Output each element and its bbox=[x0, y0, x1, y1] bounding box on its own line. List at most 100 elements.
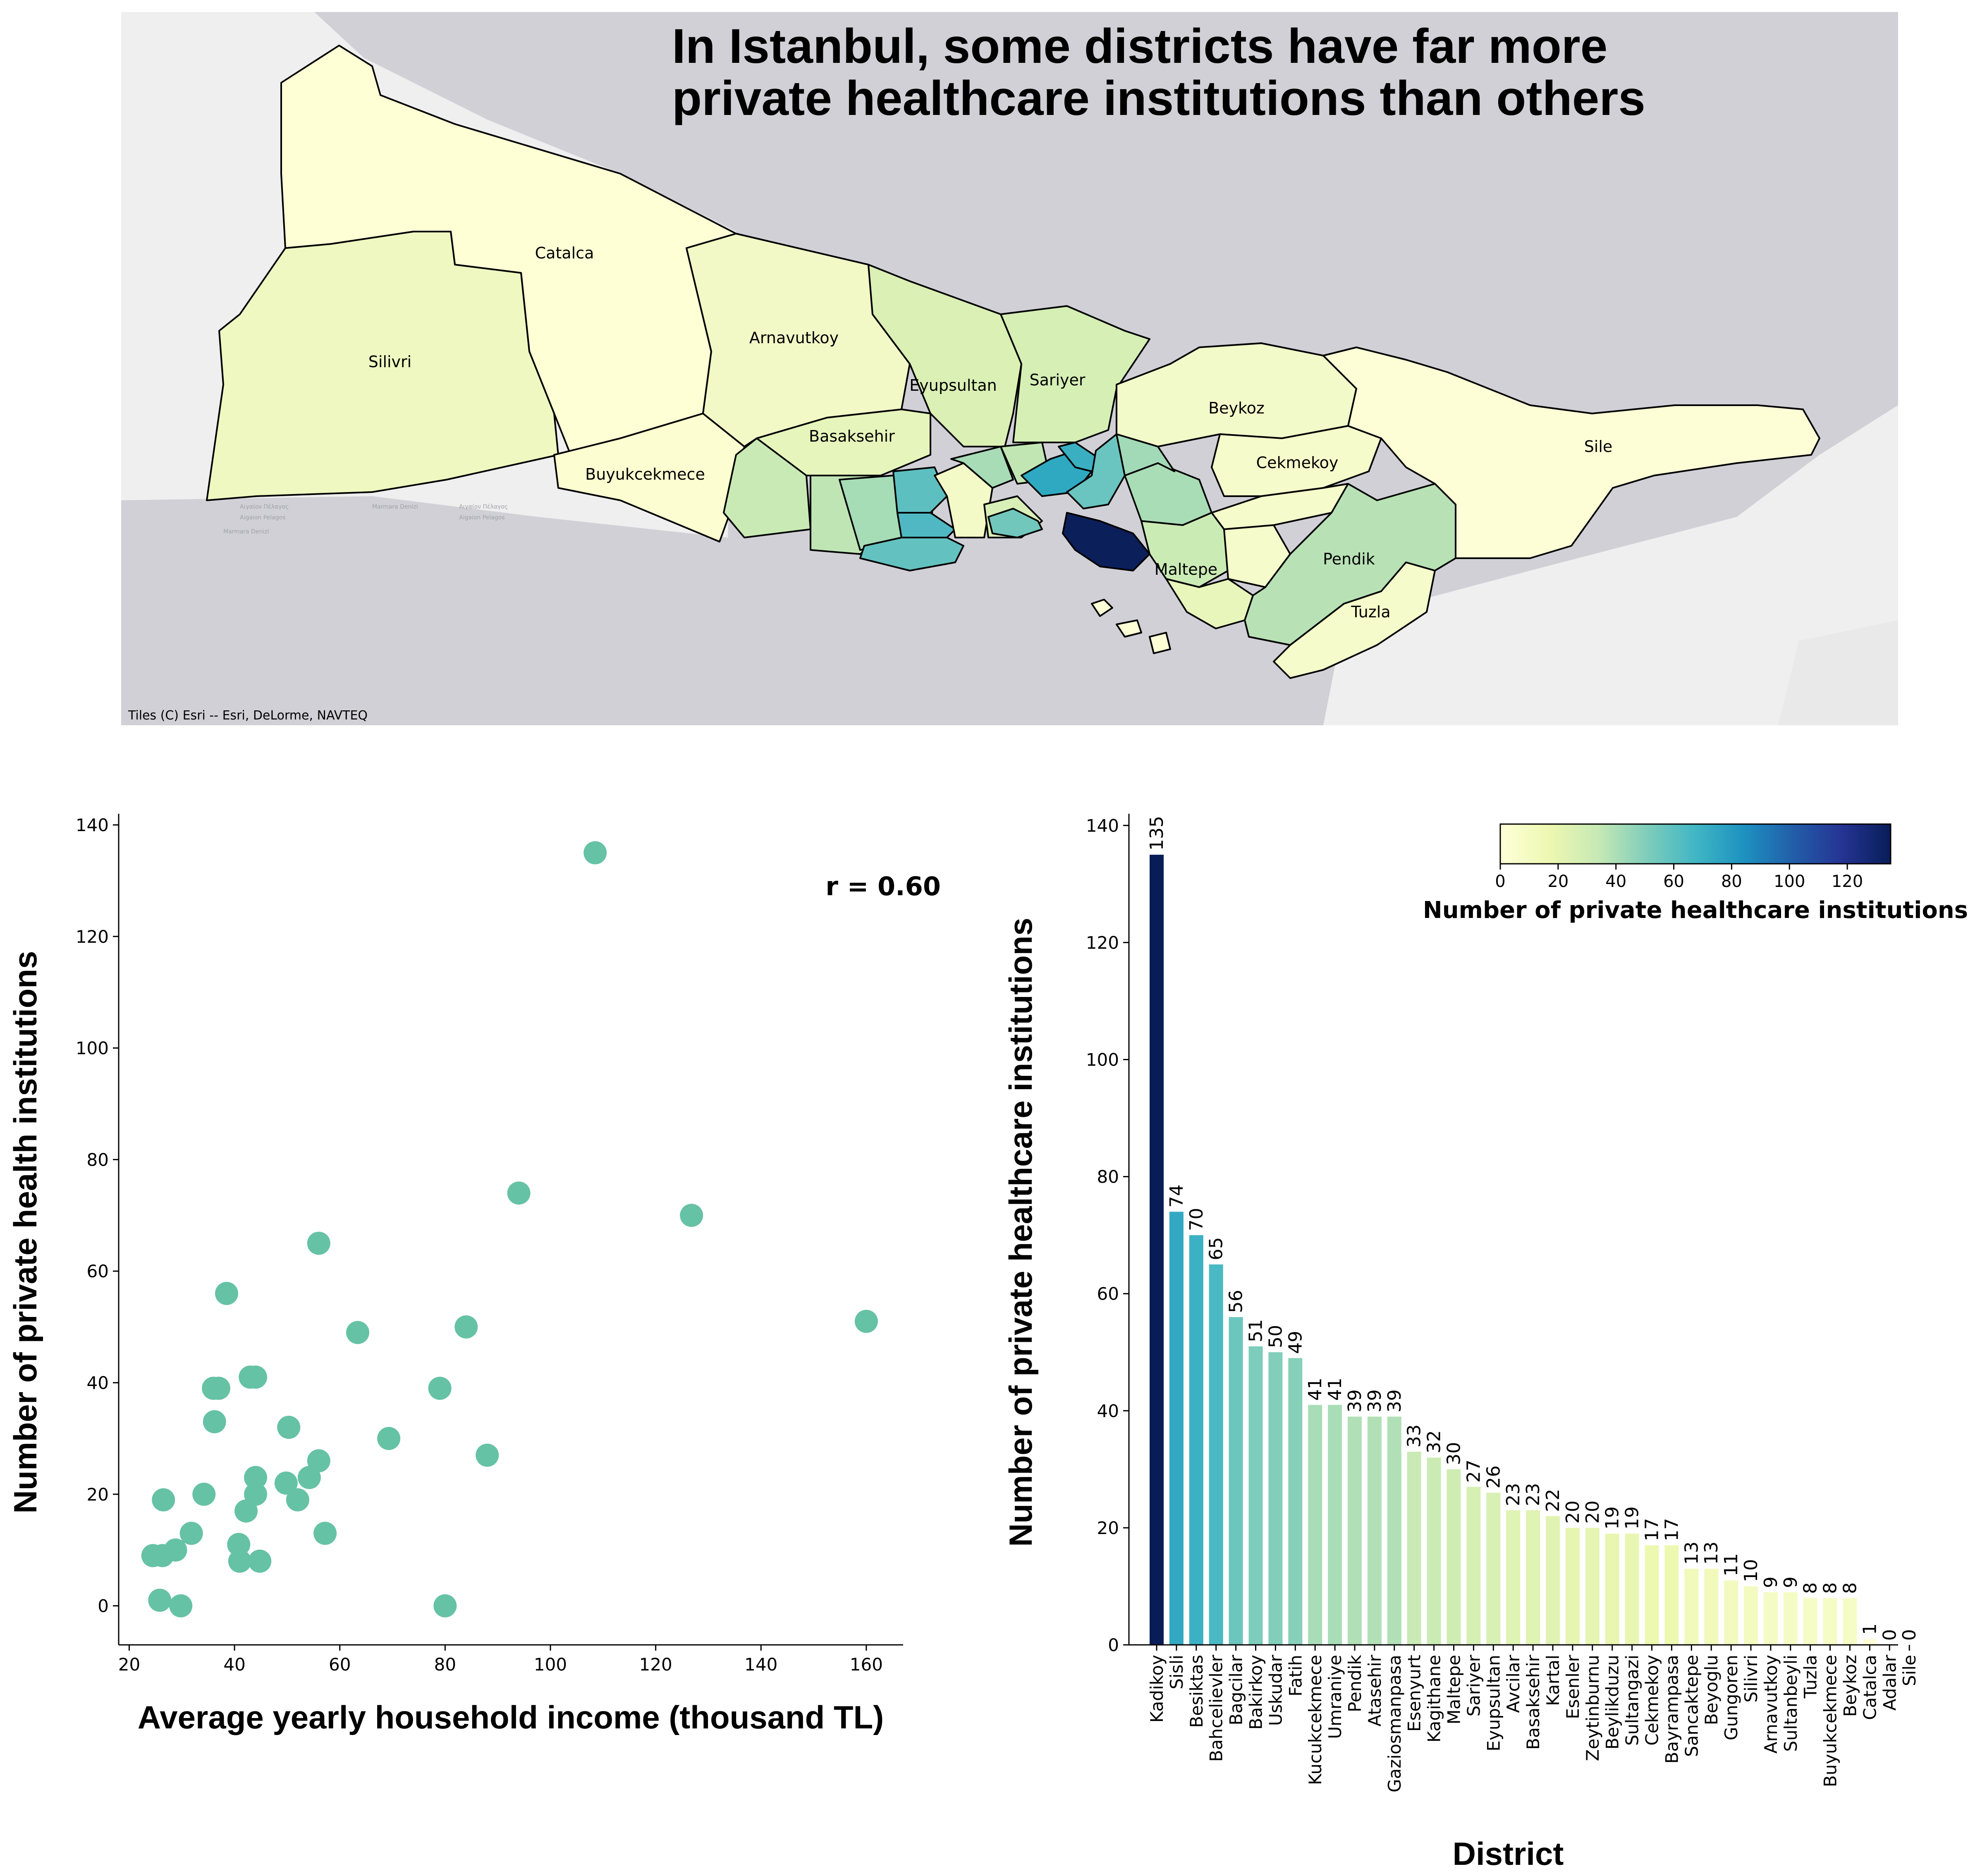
bar-value-label: 1 bbox=[1859, 1623, 1880, 1635]
district-label: Sariyer bbox=[1029, 371, 1085, 389]
scatter-point bbox=[476, 1443, 499, 1467]
bar-value-label: 27 bbox=[1463, 1460, 1484, 1483]
bar bbox=[1664, 1545, 1679, 1645]
district-kadikoy bbox=[1062, 512, 1150, 571]
bar bbox=[1209, 1264, 1223, 1645]
colorbar-tick-label: 120 bbox=[1832, 872, 1863, 891]
bar-category-label: Sultanbeyli bbox=[1781, 1655, 1801, 1752]
bar-category-label: Fatih bbox=[1285, 1655, 1306, 1697]
district-tuzla bbox=[1273, 562, 1436, 679]
bar-value-label: 8 bbox=[1820, 1582, 1841, 1594]
scatter-x-tick-label: 80 bbox=[434, 1654, 456, 1675]
bar-category-label: Kagithane bbox=[1424, 1655, 1444, 1742]
district-label: Sile bbox=[1584, 437, 1613, 456]
bar-value-label: 23 bbox=[1523, 1483, 1544, 1506]
scatter-point bbox=[215, 1282, 238, 1305]
bar bbox=[1169, 1212, 1184, 1645]
bar bbox=[1704, 1568, 1719, 1645]
bar bbox=[1466, 1486, 1481, 1645]
bar bbox=[1268, 1352, 1283, 1645]
sea-label: Aigaion Pelagos bbox=[240, 514, 285, 521]
bars bbox=[1150, 855, 1877, 1645]
bar-y-label: Number of private healthcare institution… bbox=[1002, 918, 1039, 1546]
bar-y-tick-label: 100 bbox=[1086, 1050, 1119, 1070]
bar-value-label: 51 bbox=[1246, 1319, 1267, 1342]
sea-label: Αιγαίον Πέλαγος bbox=[240, 504, 289, 510]
district-label: Basaksehir bbox=[809, 427, 895, 445]
bar bbox=[1763, 1592, 1778, 1645]
colorbar-label: Number of private healthcare institution… bbox=[1423, 897, 1968, 924]
bar-value-label: 17 bbox=[1642, 1518, 1663, 1541]
sea-label: Marmara Denizi bbox=[372, 504, 418, 510]
scatter-point bbox=[234, 1499, 258, 1523]
bar-category-label: Arnavutkoy bbox=[1761, 1655, 1781, 1754]
bar-category-label: Tuzla bbox=[1800, 1655, 1821, 1699]
bar-category-label: Buyukcekmece bbox=[1820, 1655, 1841, 1787]
bar-value-label: 41 bbox=[1325, 1378, 1346, 1401]
bar-category-label: Kartal bbox=[1543, 1655, 1563, 1706]
scatter-points bbox=[141, 841, 878, 1618]
map-title-line-1: In Istanbul, some districts have far mor… bbox=[672, 19, 1607, 74]
scatter-point bbox=[854, 1310, 878, 1333]
bar-category-label: Catalca bbox=[1860, 1655, 1880, 1720]
bar-category-label: Kadikoy bbox=[1147, 1655, 1167, 1723]
map-sea-labels: Αιγαίον Πέλαγος Aigaion Pelagos Marmara … bbox=[223, 504, 508, 535]
colorbar-gradient bbox=[1499, 823, 1891, 865]
bar bbox=[1486, 1492, 1501, 1645]
bar-value-label: 26 bbox=[1483, 1465, 1504, 1489]
district-bakirkoy bbox=[859, 537, 964, 571]
bar-value-label: 56 bbox=[1226, 1290, 1247, 1313]
map-land-anatolia-2 bbox=[1778, 620, 1898, 725]
bar-value-label: 23 bbox=[1503, 1483, 1524, 1506]
bar bbox=[1565, 1527, 1580, 1645]
bar-value-label: 13 bbox=[1701, 1541, 1722, 1565]
bar-value-label: 8 bbox=[1800, 1582, 1821, 1594]
bar-value-label: 41 bbox=[1305, 1378, 1326, 1401]
district-gop bbox=[950, 446, 1014, 489]
scatter-point bbox=[244, 1365, 268, 1389]
bar-category-label: Cekmekoy bbox=[1642, 1655, 1662, 1746]
scatter-point bbox=[454, 1315, 478, 1339]
scatter-x-tick-label: 100 bbox=[534, 1654, 567, 1675]
bar-category-label: Zeytinburnu bbox=[1583, 1655, 1603, 1761]
bar-value-label: 22 bbox=[1542, 1489, 1564, 1512]
bar bbox=[1288, 1358, 1303, 1645]
scatter-point bbox=[346, 1321, 370, 1344]
scatter-x-tick-label: 20 bbox=[118, 1654, 140, 1675]
district-label: Eyupsultan bbox=[909, 376, 997, 394]
bar bbox=[1546, 1516, 1560, 1645]
bar-value-label: 65 bbox=[1206, 1237, 1227, 1260]
map-district-labels: Catalca Silivri Arnavutkoy Eyupsultan Sa… bbox=[368, 244, 1613, 621]
bar bbox=[1744, 1586, 1758, 1645]
scatter-x-label: Average yearly household income (thousan… bbox=[138, 1699, 884, 1735]
district-label: Silivri bbox=[368, 353, 411, 371]
colorbar-tick-label: 40 bbox=[1605, 872, 1626, 891]
scatter-point bbox=[179, 1522, 203, 1545]
colorbar: 0 20 40 60 80 100 120 Number of private health… bbox=[1423, 823, 1968, 924]
bar-category-label: Atasehir bbox=[1365, 1654, 1385, 1726]
bar-value-label: 0 bbox=[1899, 1629, 1920, 1641]
bar-y-tick-label: 120 bbox=[1086, 932, 1119, 953]
bar-y-tick-label: 20 bbox=[1097, 1518, 1119, 1538]
sea-label: Αιγαίον Πέλαγος bbox=[459, 504, 508, 510]
map-land-anatolia bbox=[1323, 405, 1898, 725]
colorbar-tick-label: 20 bbox=[1547, 872, 1569, 891]
bar bbox=[1189, 1235, 1203, 1645]
bar bbox=[1585, 1527, 1600, 1645]
colorbar-tick-label: 100 bbox=[1774, 872, 1805, 891]
scatter-point bbox=[227, 1533, 251, 1556]
map-panel: Αιγαίον Πέλαγος Aigaion Pelagos Marmara … bbox=[121, 12, 1898, 725]
scatter-point bbox=[148, 1589, 172, 1612]
bar-value-label: 9 bbox=[1760, 1577, 1781, 1588]
bar bbox=[1684, 1568, 1699, 1645]
bar-value-label: 49 bbox=[1285, 1331, 1306, 1354]
colorbar-tick-label: 0 bbox=[1495, 872, 1505, 891]
bar-category-label: Sile bbox=[1899, 1655, 1920, 1686]
bar-value-label: 13 bbox=[1681, 1541, 1702, 1565]
scatter-x-tick-label: 160 bbox=[850, 1654, 883, 1675]
bar-category-label: Gungoren bbox=[1721, 1655, 1741, 1740]
scatter-point bbox=[277, 1415, 301, 1439]
bar bbox=[1407, 1451, 1421, 1645]
bar-category-label: Umraniye bbox=[1325, 1655, 1345, 1739]
